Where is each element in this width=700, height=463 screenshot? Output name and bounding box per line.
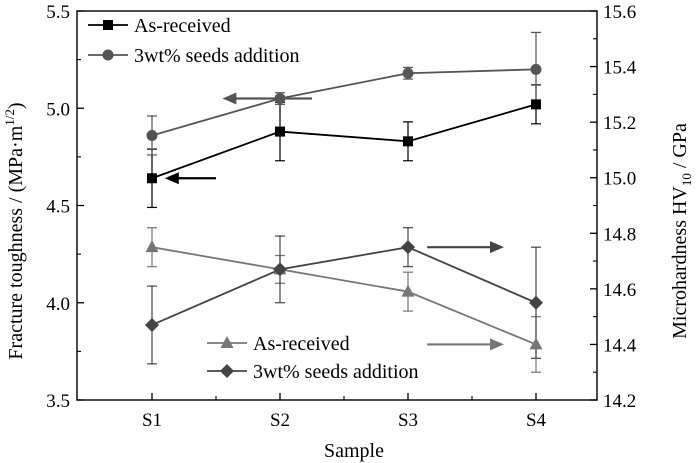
legend-marker-1 [102, 49, 114, 61]
series-markers [145, 63, 543, 350]
arrow-head-1 [222, 92, 237, 105]
y-axis-label-left-main: Fracture toughness / (MPa·m [5, 125, 27, 359]
y-left-tick-label: 5.5 [46, 2, 70, 23]
data-point-2 [145, 240, 159, 253]
arrow-head-2 [490, 241, 504, 254]
x-tick-label: S3 [398, 410, 418, 431]
y-axis-label-right: Microhardness HV10 / GPa [669, 123, 694, 339]
y-right-tick-label: 15.0 [603, 169, 636, 190]
y-left-tick-label: 4.0 [46, 294, 70, 315]
y-axis-label-left-close: ) [5, 102, 27, 109]
data-point-3 [401, 240, 415, 255]
x-tick-label: S4 [526, 410, 547, 431]
data-point-0 [403, 136, 413, 147]
y-right-tick-label: 15.2 [603, 113, 636, 134]
data-point-0 [531, 99, 541, 110]
y-axis-label-right-sub: 10 [679, 173, 694, 186]
legend-label-2: As-received [253, 333, 350, 355]
y-axis-label-right-main: Microhardness HV [669, 186, 691, 339]
y-left-tick-label: 5.0 [46, 99, 70, 120]
data-point-1 [146, 129, 158, 141]
annotation-arrows [164, 92, 504, 351]
series-line-0 [151, 103, 537, 180]
y-left-tick-label: 3.5 [46, 391, 70, 412]
series-line-3 [151, 246, 537, 326]
x-tick-label: S2 [270, 410, 290, 431]
x-tick-label: S1 [142, 410, 162, 431]
data-point-1 [530, 63, 542, 75]
axis-ticks: 3.5 4.0 4.5 5.0 5.5 14.2 14.4 14.6 14.8 15.0 15.2 1… [46, 2, 637, 431]
legend-label-0: As-received [134, 15, 231, 37]
legend-marker-0 [103, 20, 113, 30]
legend-label-3: 3wt% seeds addition [253, 361, 419, 383]
data-point-1 [402, 67, 414, 79]
data-point-0 [275, 126, 285, 137]
y-axis-label-right-unit: / GPa [669, 123, 691, 173]
series-line-2 [151, 246, 537, 346]
legend-marker-2 [220, 336, 234, 348]
arrow-head-0 [164, 172, 179, 185]
arrow-head-3 [490, 338, 504, 351]
data-point-3 [529, 295, 543, 310]
y-right-tick-label: 14.2 [603, 391, 636, 412]
legend-label-1: 3wt% seeds addition [134, 45, 300, 67]
y-right-tick-label: 14.4 [603, 335, 637, 356]
y-axis-label-left-sup: 1/2 [2, 109, 17, 126]
y-right-tick-label: 14.8 [603, 224, 636, 245]
y-axis-label-left: Fracture toughness / (MPa·m1/2) [2, 102, 27, 359]
x-axis-label: Sample [324, 440, 384, 462]
data-point-2 [529, 337, 543, 350]
data-point-2 [401, 284, 415, 297]
data-point-3 [145, 317, 159, 332]
y-right-tick-label: 15.4 [603, 58, 637, 79]
series-lines [151, 68, 537, 346]
series-line-1 [151, 68, 537, 137]
y-right-tick-label: 14.6 [603, 280, 636, 301]
y-right-tick-label: 15.6 [603, 2, 636, 23]
data-point-0 [147, 173, 157, 184]
legend-marker-3 [220, 364, 234, 378]
legends: As-received 3wt% seeds addition As-receive… [88, 15, 419, 383]
data-point-3 [273, 262, 287, 277]
y-left-tick-label: 4.5 [46, 197, 70, 218]
